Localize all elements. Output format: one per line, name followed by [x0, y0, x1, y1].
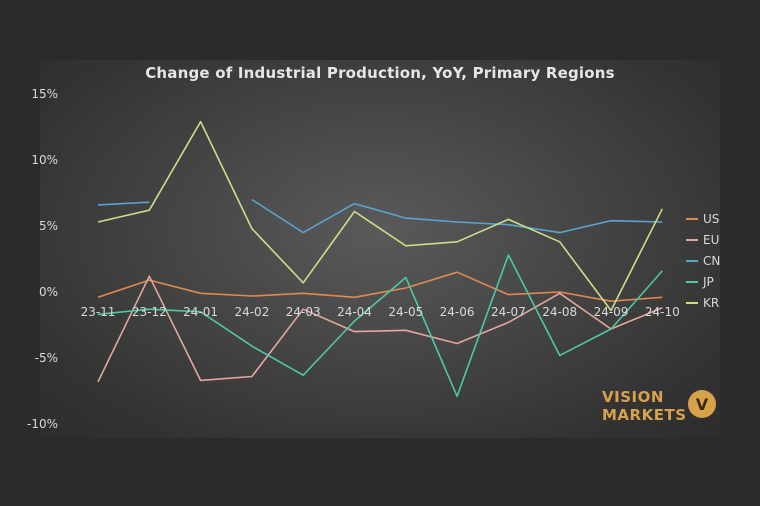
- logo-line2: MARKETS: [602, 406, 687, 424]
- x-tick-label: 24-07: [491, 305, 526, 319]
- series-line-jp: [97, 254, 663, 398]
- legend-label-cn: CN: [703, 254, 720, 268]
- x-tick-label: 24-04: [337, 305, 372, 319]
- x-tick-label: 24-02: [234, 305, 269, 319]
- series-line-kr: [97, 120, 664, 312]
- y-tick-label: 15%: [31, 87, 58, 101]
- x-tick-label: 24-08: [542, 305, 577, 319]
- series-line-eu: [97, 275, 663, 383]
- x-tick-label: 24-06: [440, 305, 475, 319]
- x-tick-label: 24-09: [594, 305, 629, 319]
- series-line-cn: [97, 198, 663, 234]
- vision-markets-logo: VISION MARKETS V: [600, 386, 720, 426]
- legend-label-us: US: [703, 212, 719, 226]
- y-tick-label: 5%: [39, 219, 58, 233]
- y-tick-label: -10%: [27, 417, 58, 431]
- chart-title: Change of Industrial Production, YoY, Pr…: [145, 64, 615, 82]
- legend-label-eu: EU: [703, 233, 719, 247]
- y-tick-label: -5%: [35, 351, 58, 365]
- legend-label-jp: JP: [702, 275, 714, 289]
- y-tick-label: 0%: [39, 285, 58, 299]
- x-tick-label: 23-11: [81, 305, 116, 319]
- logo-line1: VISION: [602, 388, 664, 406]
- x-tick-label: 24-10: [645, 305, 680, 319]
- legend-label-kr: KR: [703, 296, 719, 310]
- chart-panel: [40, 60, 720, 438]
- series-line-us: [97, 271, 663, 302]
- logo-badge-icon: V: [688, 390, 716, 418]
- y-tick-label: 10%: [31, 153, 58, 167]
- x-tick-label: 24-01: [183, 305, 218, 319]
- x-tick-label: 23-12: [132, 305, 167, 319]
- x-tick-label: 24-03: [286, 305, 321, 319]
- x-tick-label: 24-05: [388, 305, 423, 319]
